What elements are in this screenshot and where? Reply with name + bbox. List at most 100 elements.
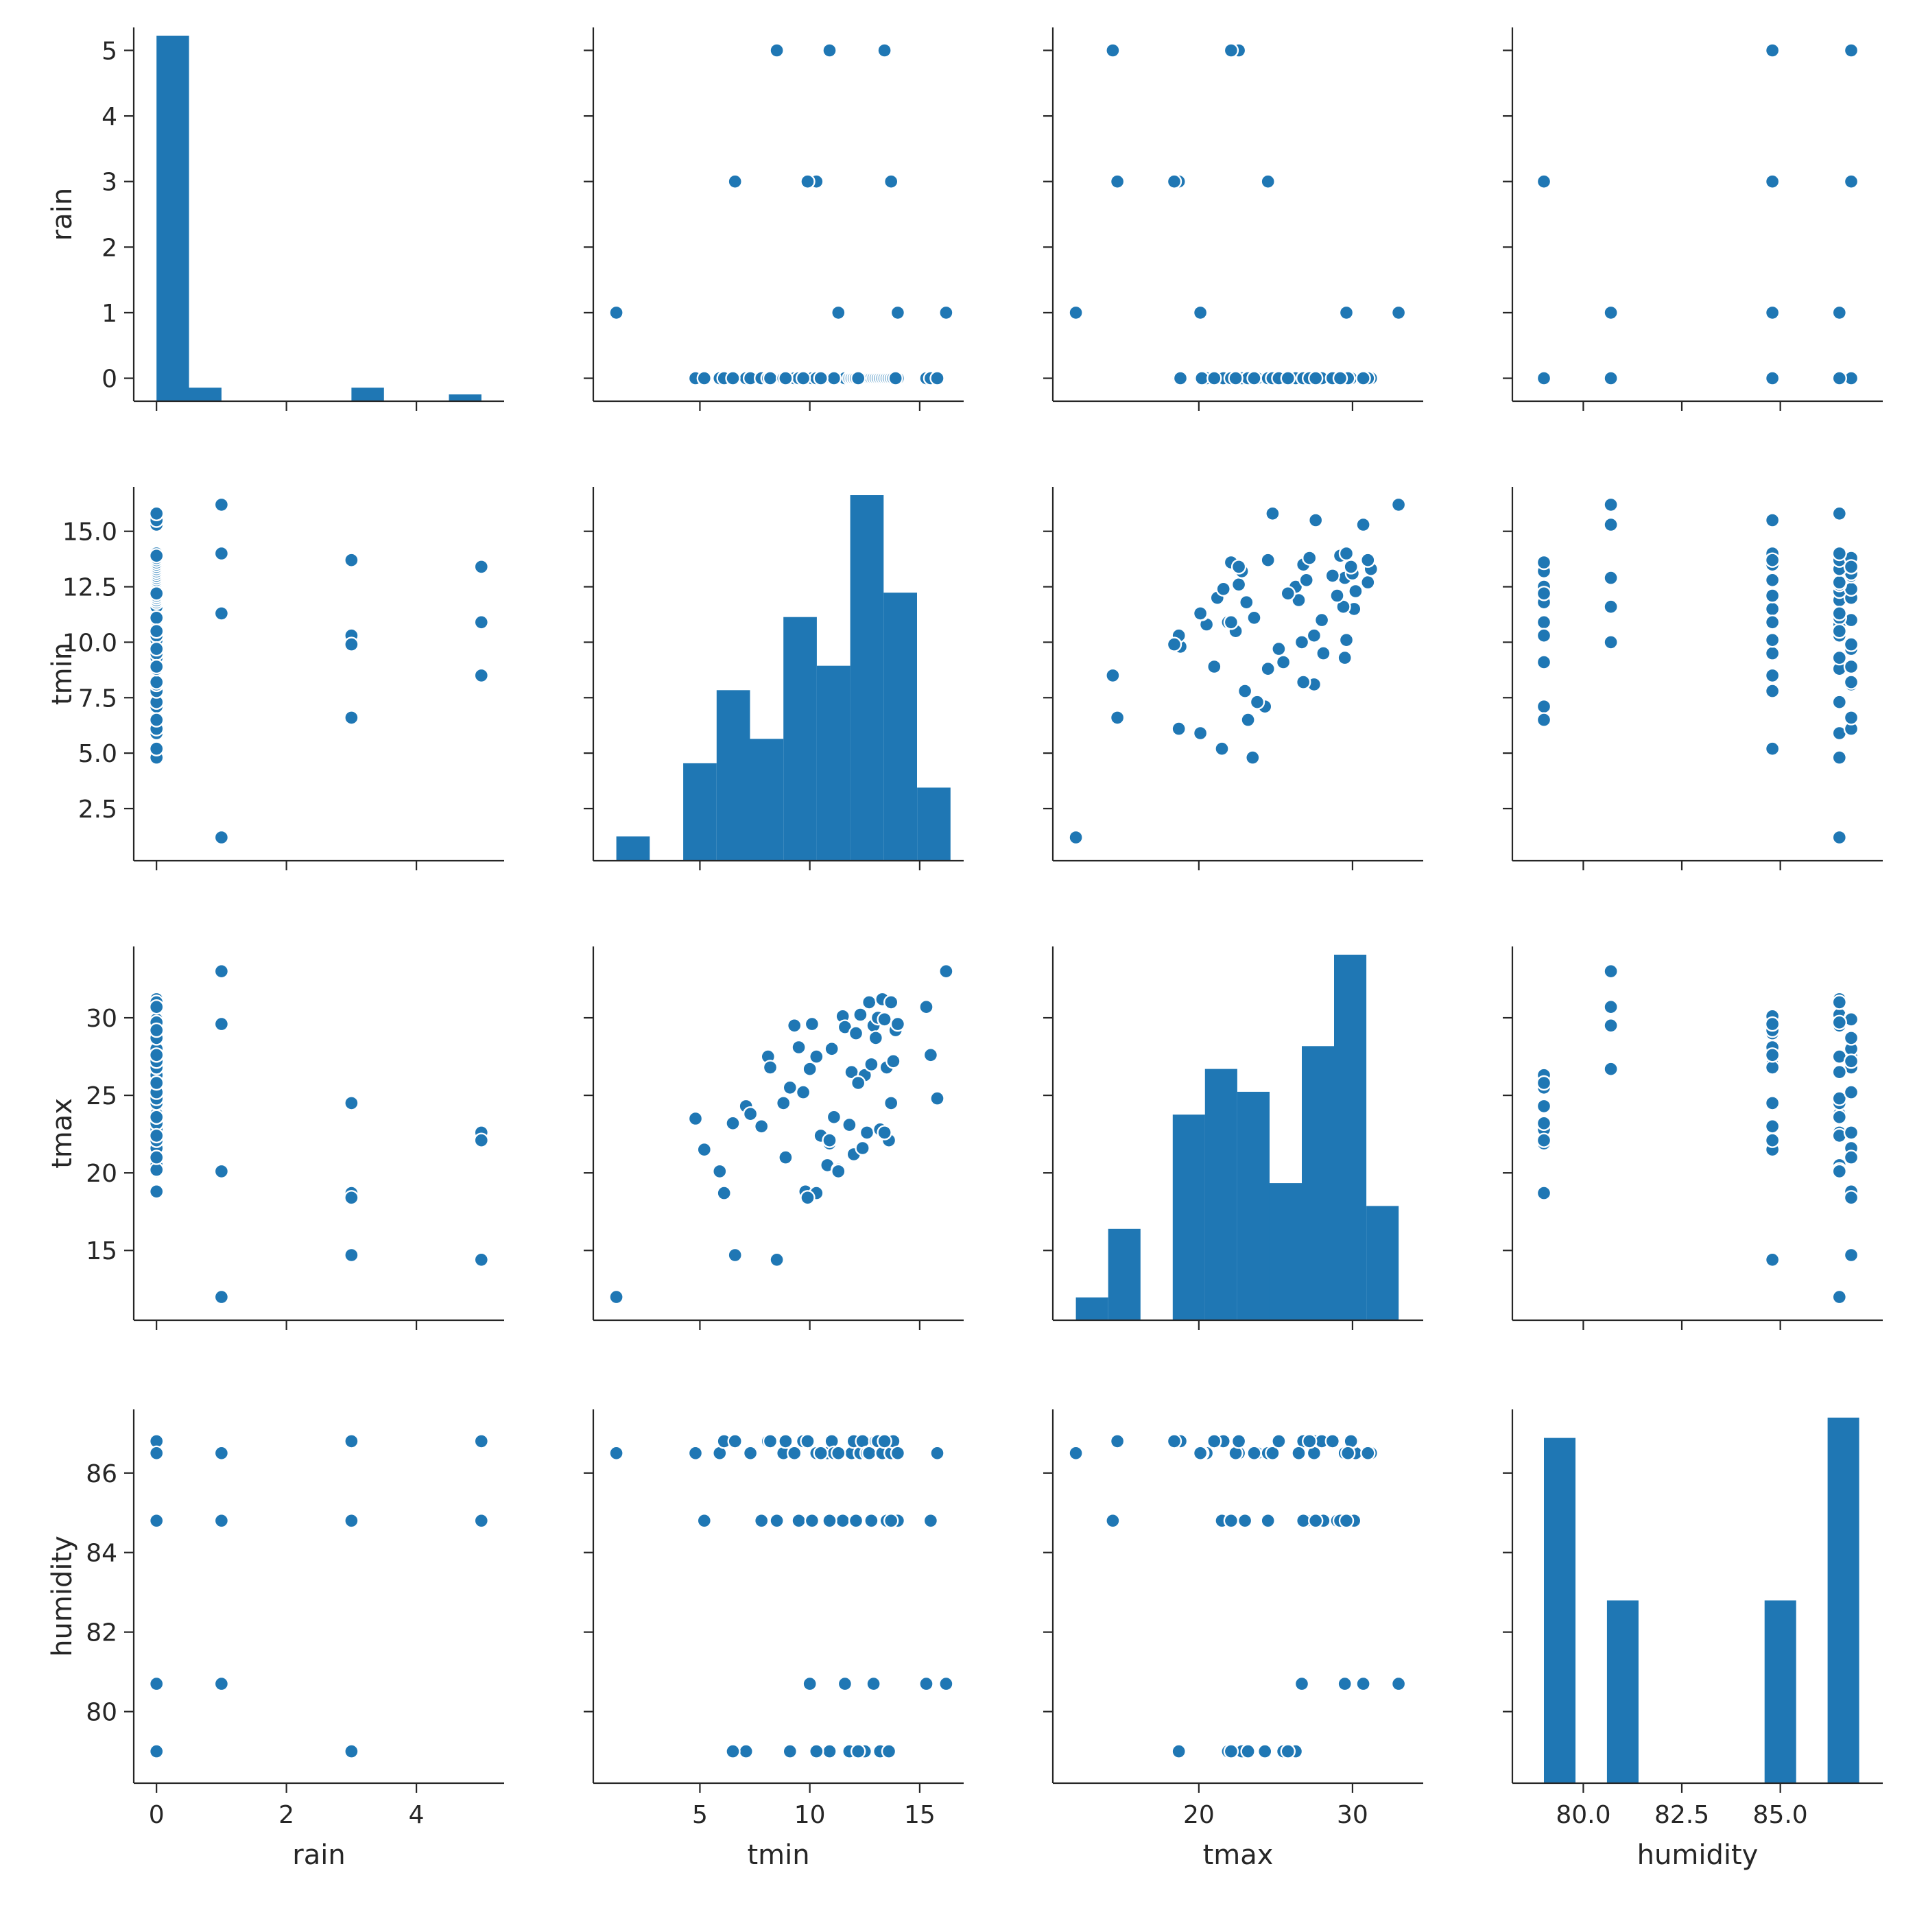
hist-bar-tmax-9 [1366,1206,1399,1320]
point-humidity-vs-tmin-64 [769,1513,785,1529]
point-humidity-vs-tmax-50 [1280,1743,1296,1759]
point-rain-vs-tmin-1 [696,370,713,386]
point-humidity-vs-tmin-15 [804,1513,820,1529]
point-tmin-vs-tmax-41 [1360,552,1376,568]
y-tick-label-humidity: 84 [86,1540,117,1568]
y-tick-label-rain: 2 [102,234,117,262]
point-rain-vs-tmin-61 [727,174,743,189]
point-tmax-vs-tmin-47 [725,1115,741,1132]
y-tick-label-tmax: 15 [86,1237,117,1265]
point-humidity-vs-tmin-53 [813,1445,829,1462]
point-humidity-vs-tmax-6 [1237,1513,1253,1529]
point-tmax-vs-humidity-46 [1831,1090,1848,1106]
point-tmin-vs-humidity-40 [1536,554,1552,571]
point-humidity-vs-rain-54 [213,1675,230,1692]
point-humidity-vs-tmin-5 [742,1445,759,1462]
y-axis-label-rain: rain [47,188,78,241]
hist-bar-tmin-0 [616,836,650,861]
point-rain-vs-tmin-52 [778,370,794,386]
point-tmax-vs-humidity-52 [1843,1149,1859,1165]
point-tmax-vs-tmin-45 [923,1047,939,1063]
point-tmax-vs-tmin-27 [853,1007,868,1023]
x-tick-label-humidity: 85.0 [1753,1801,1808,1829]
point-humidity-vs-tmax-46 [1265,1445,1281,1462]
point-rain-vs-tmin-60 [800,174,816,189]
point-tmin-vs-rain-57 [213,829,230,846]
panel-tmax-vs-rain: 15 20 25 30 tmax [47,946,504,1330]
hist-bar-tmin-4 [750,739,784,861]
point-humidity-vs-rain-64 [473,1513,489,1529]
point-tmax-vs-rain-64 [473,1252,489,1268]
panel-humidity-vs-tmin: 5 10 15 tmin [584,1409,964,1871]
point-tmax-vs-humidity-61 [1843,1247,1859,1263]
point-tmin-vs-humidity-43 [1831,545,1848,562]
point-tmax-vs-humidity-34 [1843,1030,1859,1046]
point-tmin-vs-tmax-64 [1105,667,1121,684]
point-rain-vs-tmin-56 [831,305,846,321]
point-rain-vs-tmax-53 [1228,370,1244,386]
point-tmin-vs-rain-61 [344,710,359,726]
point-tmin-vs-humidity-50 [1536,586,1552,601]
y-tick-label-rain: 1 [102,300,117,328]
point-tmin-vs-rain-62 [473,559,489,575]
point-tmax-vs-humidity-4 [1536,1098,1552,1114]
point-humidity-vs-rain-44 [148,1675,165,1692]
y-tick-label-rain: 5 [102,37,117,65]
point-tmin-vs-humidity-21 [1764,601,1781,617]
point-tmax-vs-rain-56 [213,1163,230,1180]
point-tmin-vs-humidity-1 [1764,741,1781,756]
hist-bar-tmax-5 [1237,1091,1270,1320]
point-humidity-vs-tmax-41 [1360,1445,1376,1462]
point-tmax-vs-tmin-31 [861,994,877,1010]
point-tmax-vs-humidity-45 [1764,1047,1781,1063]
panels: 012345rain2.55.07.510.012.515.0tmin15202… [47,27,1883,1871]
hist-bar-humidity-2 [1606,1600,1639,1783]
x-axis-label-rain: rain [292,1839,345,1871]
point-tmin-vs-tmax-16 [1306,628,1322,643]
point-tmax-vs-tmin-58 [883,1095,899,1111]
point-tmin-vs-rain-58 [344,552,359,568]
point-humidity-vs-rain-57 [213,1445,230,1462]
hist-bar-tmax-4 [1204,1069,1237,1320]
hist-bar-tmin-8 [883,593,917,861]
point-tmin-vs-tmax-50 [1280,586,1296,601]
y-tick-label-tmax: 20 [86,1160,117,1188]
point-tmax-vs-rain-45 [148,1047,165,1063]
point-humidity-vs-tmin-12 [791,1513,807,1529]
point-tmin-vs-humidity-62 [1843,559,1859,575]
panel-humidity-vs-rain: 0 2 4 80 82 84 86 rain humidity [47,1409,504,1871]
point-tmax-vs-rain-51 [148,1022,165,1038]
point-rain-vs-tmax-64 [1105,43,1121,58]
x-axis-label-tmax: tmax [1203,1839,1274,1871]
point-tmin-vs-tmax-11 [1337,649,1353,666]
point-tmax-vs-tmin-2 [712,1163,728,1180]
point-tmin-vs-humidity-26 [1764,588,1781,604]
panel-humidity-vs-humidity: 80.0 82.5 85.0 humidity [1503,1409,1883,1871]
point-tmax-vs-humidity-60 [1843,1190,1859,1206]
point-humidity-vs-rain-58 [344,1513,359,1529]
panel-humidity-vs-tmax: 20 30 tmax [1043,1409,1423,1871]
point-tmax-vs-tmin-32 [864,1056,879,1073]
hist-bar-tmax-0 [1075,1297,1108,1320]
point-tmax-vs-tmin-34 [868,1030,884,1046]
point-tmin-vs-rain-50 [148,586,165,601]
y-tick-label-rain: 0 [102,366,117,394]
point-tmax-vs-tmin-30 [859,1125,875,1141]
point-humidity-vs-tmin-26 [848,1513,864,1529]
point-humidity-vs-rain-51 [148,1513,165,1529]
point-tmax-vs-rain-58 [344,1095,359,1111]
point-tmin-vs-tmax-9 [1260,661,1276,677]
point-tmax-vs-humidity-44 [1603,999,1619,1015]
panel-tmin-vs-humidity [1503,487,1883,870]
point-humidity-vs-rain-55 [213,1513,230,1529]
point-tmin-vs-tmax-27 [1348,583,1364,599]
point-tmin-vs-rain-46 [148,505,165,521]
point-rain-vs-tmin-57 [608,305,624,321]
point-rain-vs-tmax-58 [1260,174,1276,189]
point-rain-vs-tmax-61 [1109,174,1126,189]
point-rain-vs-tmin-62 [877,43,892,58]
y-tick-label-tmin: 10.0 [62,629,117,657]
hist-bar-tmin-7 [850,495,884,861]
point-tmin-vs-tmax-42 [1301,550,1318,566]
